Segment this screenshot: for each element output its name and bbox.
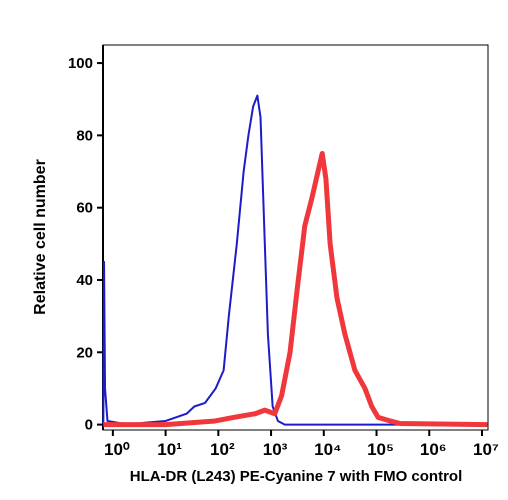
histogram-line — [103, 150, 488, 428]
y-tick-label: 80 — [76, 127, 93, 144]
y-tick-label: 60 — [76, 200, 93, 217]
x-tick-label: 10² — [210, 440, 235, 459]
y-tick-label: 0 — [85, 417, 93, 434]
x-tick-label: 10⁵ — [367, 440, 394, 459]
x-tick-label: 10⁴ — [314, 440, 341, 459]
x-axis-label: HLA-DR (L243) PE-Cyanine 7 with FMO cont… — [130, 468, 463, 485]
plot-frame — [102, 44, 489, 431]
x-tick-label: 10⁶ — [420, 440, 447, 459]
x-tick-label: 10⁷ — [473, 440, 499, 459]
y-tick-label: 20 — [76, 344, 93, 361]
x-tick-label: 10⁰ — [104, 440, 130, 459]
y-axis-label: Relative cell number — [32, 159, 49, 315]
y-tick-label: 100 — [68, 55, 93, 72]
histogram-line — [102, 94, 488, 426]
y-tick-label: 40 — [76, 272, 93, 289]
x-tick-label: 10³ — [263, 440, 288, 459]
x-tick-label: 10¹ — [157, 440, 182, 459]
